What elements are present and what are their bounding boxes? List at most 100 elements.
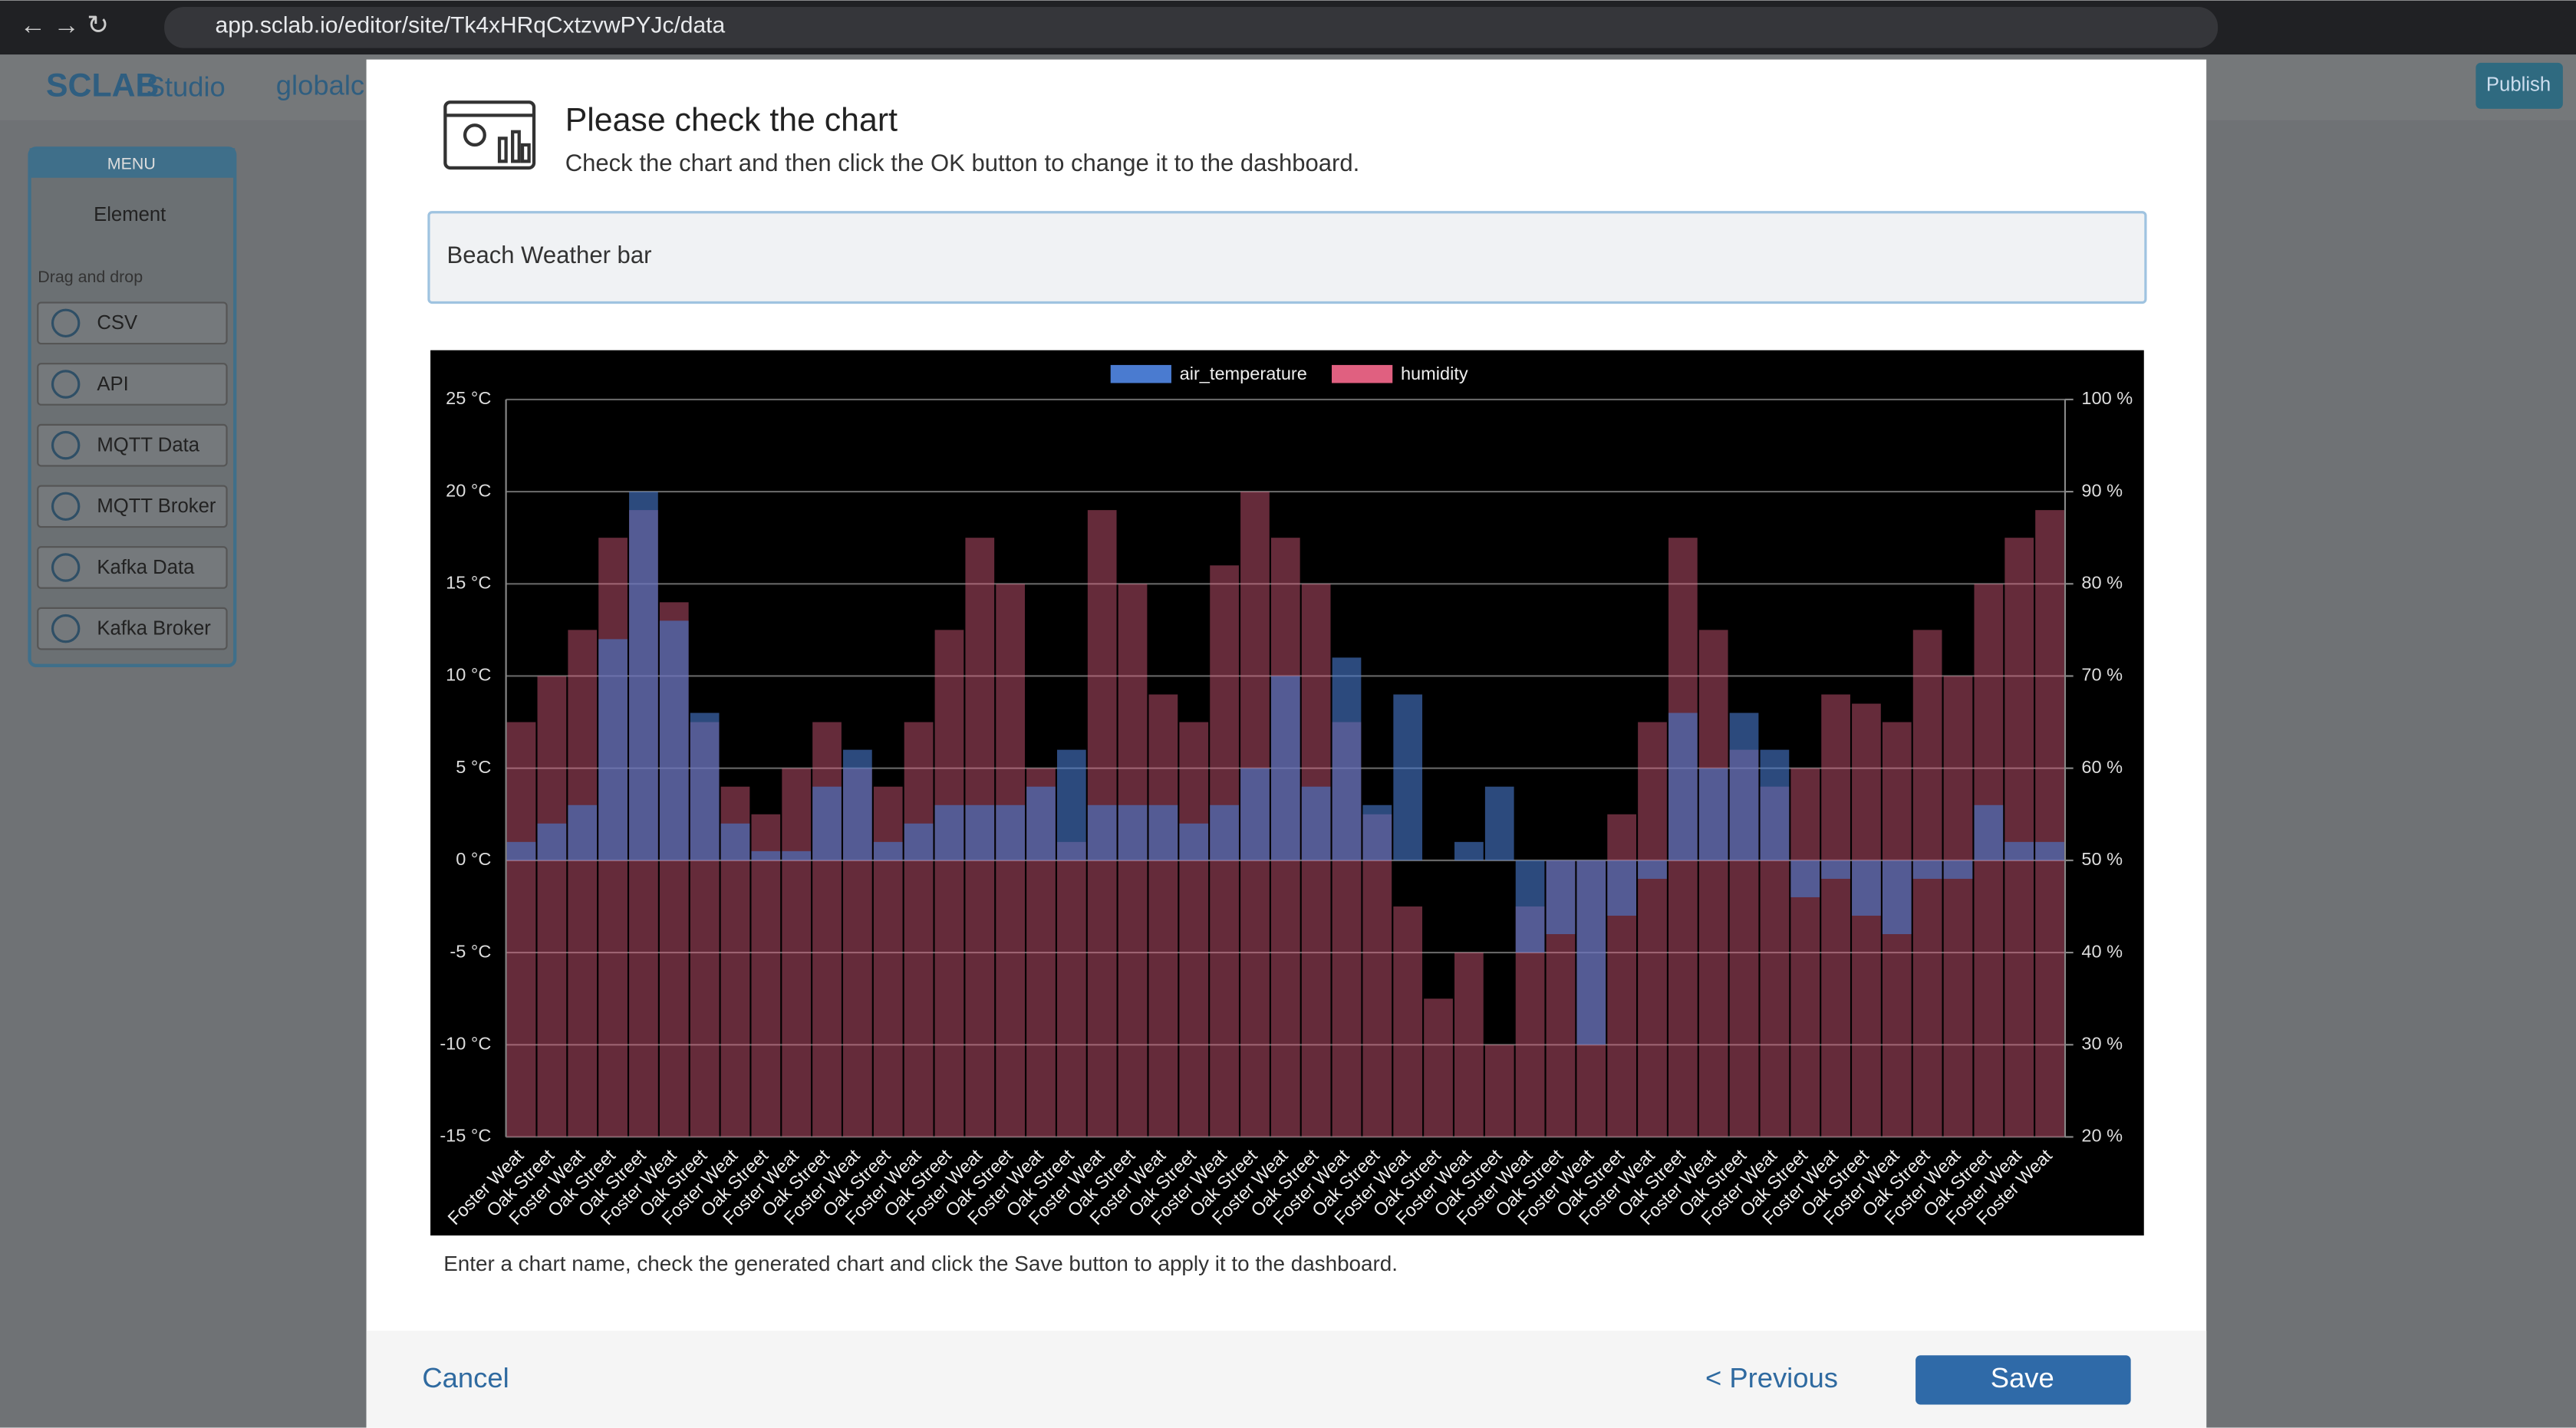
bar: [1484, 786, 1514, 860]
save-button[interactable]: [1916, 1355, 2131, 1405]
bar: [873, 786, 903, 1137]
bar: [1332, 657, 1362, 860]
bar: [568, 630, 598, 1137]
dialog-note: Enter a chart name, check the generated …: [443, 1252, 1398, 1275]
bar: [1943, 860, 1973, 879]
y2-tick-label: 60 %: [2081, 757, 2123, 777]
bar: [996, 804, 1025, 860]
y2-tick-label: 70 %: [2081, 665, 2123, 685]
legend-label: humidity: [1401, 364, 1468, 383]
bar: [1760, 749, 1790, 860]
site-name: globalc: [276, 70, 364, 101]
menu-item[interactable]: [37, 607, 228, 650]
bar: [1852, 703, 1881, 1137]
previous-button[interactable]: < Previous: [1705, 1362, 1838, 1393]
bar: [659, 620, 689, 860]
bar: [506, 722, 536, 1137]
bar: [1698, 768, 1728, 860]
menu-item-label: Kafka Broker: [97, 617, 211, 639]
publish-label: Publish: [2486, 74, 2551, 96]
bar: [2004, 841, 2034, 860]
y-tick-label: -5 °C: [450, 941, 491, 961]
bar: [934, 804, 964, 860]
bar: [1852, 860, 1881, 916]
y2-tick-label: 50 %: [2081, 849, 2123, 869]
dialog-title: Please check the chart: [565, 101, 898, 138]
bar: [1118, 804, 1148, 860]
chart: -15 °C -10 °C -5 °C 0 °C 5 °C 10 °C 15 °C 20 °C…: [440, 364, 2133, 1229]
y-tick-label: 10 °C: [446, 665, 491, 685]
bar: [1698, 630, 1728, 1137]
bar: [568, 804, 598, 860]
y-tick-label: 5 °C: [456, 757, 491, 777]
y-tick-label: -10 °C: [440, 1033, 491, 1053]
bar: [506, 841, 536, 860]
save-label: Save: [1991, 1362, 2054, 1393]
y-tick-label: 15 °C: [446, 572, 491, 592]
logo: SCLAB: [46, 67, 160, 104]
bar: [2035, 510, 2064, 1137]
publish-button[interactable]: [2476, 62, 2563, 109]
bar: [904, 823, 934, 860]
bar: [1638, 722, 1667, 1137]
bar: [1974, 804, 2004, 860]
y2-tick-label: 90 %: [2081, 480, 2123, 500]
menu-item-icon: [51, 430, 81, 460]
menu-item[interactable]: [37, 363, 228, 406]
bar: [1821, 860, 1850, 879]
bar: [1729, 712, 1759, 860]
menu-item[interactable]: [37, 301, 228, 345]
bar: [537, 676, 567, 1137]
menu-item-label: MQTT Broker: [97, 495, 216, 517]
menu-item-icon: [51, 614, 81, 643]
bar: [782, 851, 812, 860]
bar: [1454, 841, 1484, 860]
bar: [1424, 999, 1453, 1137]
dialog-footer: [366, 1331, 2207, 1428]
menu-element[interactable]: Element: [94, 204, 166, 225]
bar: [1790, 860, 1820, 897]
bar: [1301, 786, 1331, 860]
legend-swatch: [1110, 364, 1171, 383]
bar: [873, 841, 903, 860]
bar: [1056, 749, 1086, 860]
cancel-button[interactable]: Cancel: [422, 1362, 509, 1393]
legend-label: air_temperature: [1180, 364, 1307, 383]
bar: [690, 712, 720, 860]
menu-item-label: Kafka Data: [97, 557, 195, 578]
menu-item-icon: [51, 308, 81, 338]
bar: [1607, 860, 1636, 916]
bar: [751, 851, 781, 860]
menu-header: [29, 148, 236, 178]
bar: [1912, 860, 1942, 879]
bar: [1515, 860, 1545, 953]
bar: [934, 630, 964, 1137]
bar: [1148, 804, 1178, 860]
y-tick-label: 20 °C: [446, 480, 491, 500]
bar: [1882, 860, 1912, 935]
y-tick-label: 25 °C: [446, 388, 491, 408]
menu-item-label: MQTT Data: [97, 434, 199, 456]
menu-item[interactable]: [37, 423, 228, 467]
bar: [1393, 906, 1423, 1137]
nav-icons[interactable]: ← → ↻: [20, 11, 109, 40]
bar: [1821, 694, 1850, 1137]
bar: [812, 722, 842, 1137]
chart-name-input[interactable]: [427, 211, 2147, 304]
bar: [1087, 804, 1117, 860]
bar: [720, 823, 750, 860]
bar: [1056, 841, 1086, 1137]
bar: [1638, 860, 1667, 879]
bar: [782, 768, 812, 1137]
bar: [1790, 768, 1820, 1137]
menu-item[interactable]: [37, 485, 228, 528]
bar: [1362, 814, 1392, 1137]
dialog-icon: [443, 100, 536, 170]
bar: [751, 814, 781, 1137]
address-bar[interactable]: [164, 7, 2219, 48]
bar: [812, 786, 842, 860]
menu-item-icon: [51, 492, 81, 522]
menu-item[interactable]: [37, 546, 228, 589]
bar: [2004, 538, 2034, 1137]
